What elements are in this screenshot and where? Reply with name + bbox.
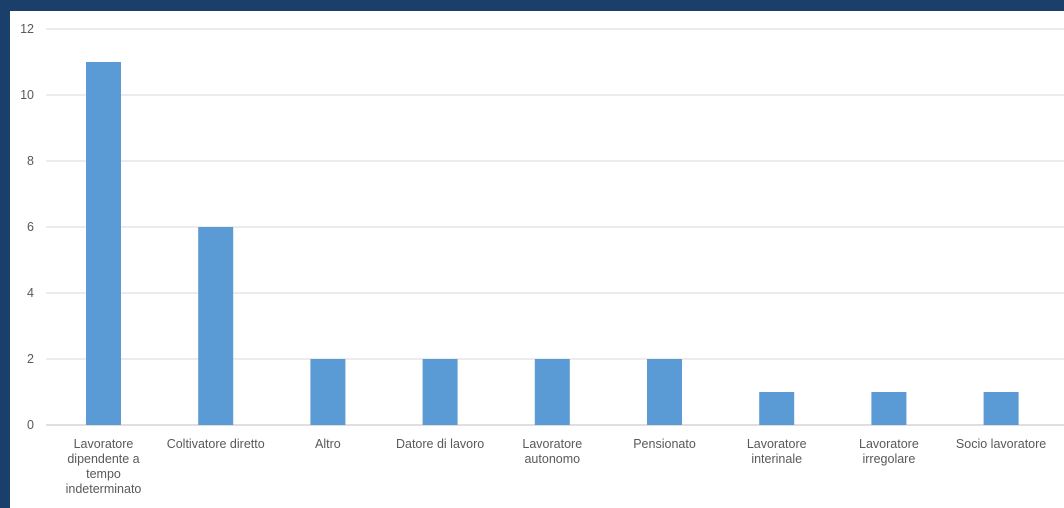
bar — [759, 392, 795, 425]
chart-panel: 0 2 4 6 8 10 12 Lavoratore dipendente a tempo ind… — [10, 11, 1064, 508]
bar-chart: 0 2 4 6 8 10 12 Lavoratore dipendente a tempo ind… — [20, 22, 1064, 496]
x-category-label: Lavoratore irregolare — [859, 437, 919, 466]
x-category-label: Coltivatore diretto — [167, 437, 265, 451]
bar — [422, 359, 458, 425]
bar — [871, 392, 907, 425]
bars — [86, 62, 1019, 425]
bar — [310, 359, 346, 425]
bar — [198, 227, 234, 425]
bar — [983, 392, 1019, 425]
y-tick-label: 4 — [27, 286, 34, 300]
x-category-label: Pensionato — [633, 437, 696, 451]
y-tick-label: 6 — [27, 220, 34, 234]
bar — [647, 359, 682, 425]
y-tick-label: 8 — [27, 154, 34, 168]
y-tick-label: 2 — [27, 352, 34, 366]
x-category-label: Datore di lavoro — [396, 437, 484, 451]
x-category-label: Lavoratore autonomo — [522, 437, 582, 466]
bar — [534, 359, 570, 425]
x-category-label: Socio lavoratore — [956, 437, 1046, 451]
x-category-label: Lavoratore dipendente a tempo indeterminato — [66, 437, 142, 496]
x-category-label: Lavoratore interinale — [747, 437, 807, 466]
category-labels: Lavoratore dipendente a tempo indeterminato… — [66, 437, 1047, 496]
bar — [86, 62, 121, 425]
y-tick-label: 10 — [20, 88, 34, 102]
y-tick-label: 0 — [27, 418, 34, 432]
y-axis-ticks: 0 2 4 6 8 10 12 — [20, 22, 34, 432]
x-category-label: Altro — [315, 437, 341, 451]
y-tick-label: 12 — [20, 22, 34, 36]
